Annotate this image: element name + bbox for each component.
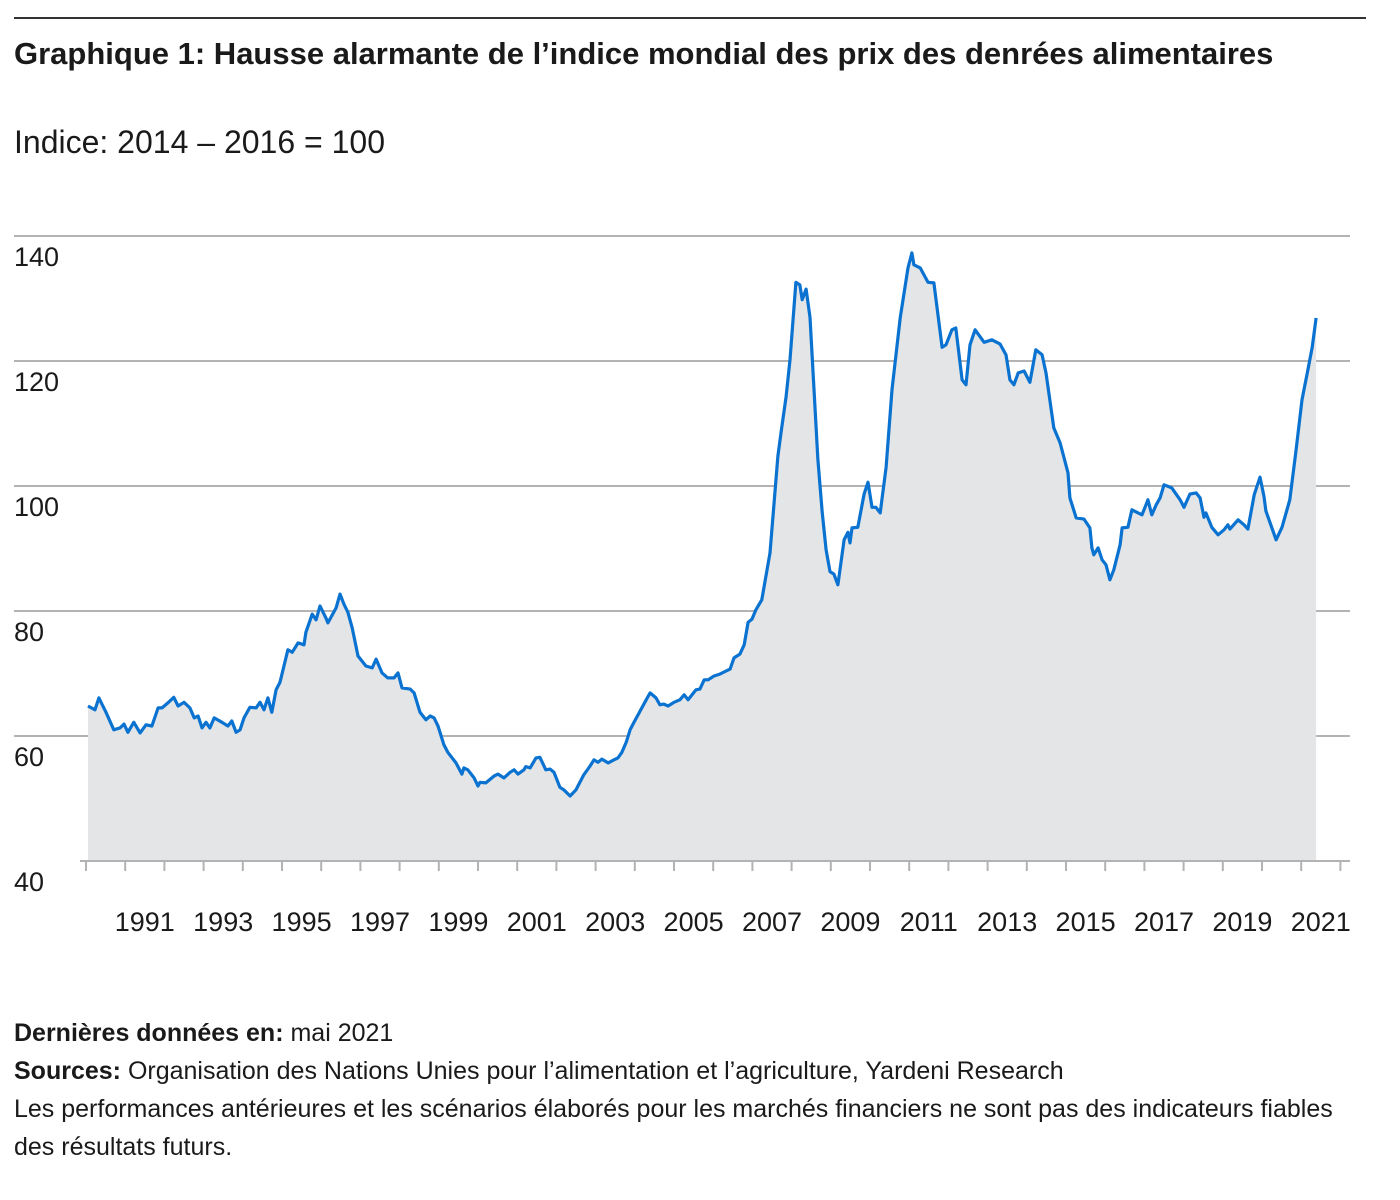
top-rule <box>14 17 1366 19</box>
footer: Dernières données en: mai 2021 Sources: … <box>14 1014 1374 1166</box>
x-tick-label: 1993 <box>193 907 253 937</box>
area-layer <box>87 251 1318 861</box>
series-line <box>87 251 1318 798</box>
sources-label: Sources: <box>14 1057 121 1085</box>
y-tick-label: 120 <box>14 367 59 397</box>
y-tick-label: 60 <box>14 742 44 772</box>
x-axis-labels: 1991 1993 1995 1997 1999 2001 2003 2005 2007 2009… <box>115 907 1351 937</box>
latest-label: Dernières données en: <box>14 1019 284 1047</box>
x-tick-label: 2007 <box>742 907 802 937</box>
x-tick-label: 1991 <box>115 907 175 937</box>
sources-value: Organisation des Nations Unies pour l’al… <box>127 1057 1064 1085</box>
x-tick-label: 2009 <box>820 907 880 937</box>
x-tick-label: 2017 <box>1134 907 1194 937</box>
chart-title: Graphique 1: Hausse alarmante de l’indic… <box>14 36 1274 71</box>
x-axis <box>80 860 1350 871</box>
disclaimer: Les performances antérieures et les scén… <box>14 1095 1333 1161</box>
chart: 40 60 80 100 120 140 1991 1993 1995 1997 1999 2001… <box>14 235 1351 937</box>
x-tick-label: 2003 <box>585 907 645 937</box>
y-tick-label: 140 <box>14 242 59 272</box>
y-tick-label: 80 <box>14 617 44 647</box>
latest-value: mai 2021 <box>290 1019 394 1047</box>
x-tick-label: 2001 <box>507 907 567 937</box>
x-tick-label: 1997 <box>350 907 410 937</box>
y-tick-label: 100 <box>14 492 59 522</box>
x-tick-label: 2015 <box>1056 907 1116 937</box>
latest-data-line: Dernières données en: mai 2021 <box>14 1014 1374 1052</box>
x-tick-label: 2021 <box>1291 907 1351 937</box>
chart-subtitle: Indice: 2014 – 2016 = 100 <box>14 124 385 160</box>
x-tick-label: 2005 <box>664 907 724 937</box>
y-tick-label: 40 <box>14 867 44 897</box>
y-axis-labels: 40 60 80 100 120 140 <box>14 242 59 897</box>
x-tick-label: 2019 <box>1212 907 1272 937</box>
x-tick-label: 2011 <box>900 907 958 937</box>
x-tick-label: 2013 <box>977 907 1037 937</box>
x-tick-label: 1999 <box>428 907 488 937</box>
area-fill <box>88 252 1317 861</box>
x-tick-label: 1995 <box>272 907 332 937</box>
sources-line: Sources: Organisation des Nations Unies … <box>14 1052 1374 1090</box>
